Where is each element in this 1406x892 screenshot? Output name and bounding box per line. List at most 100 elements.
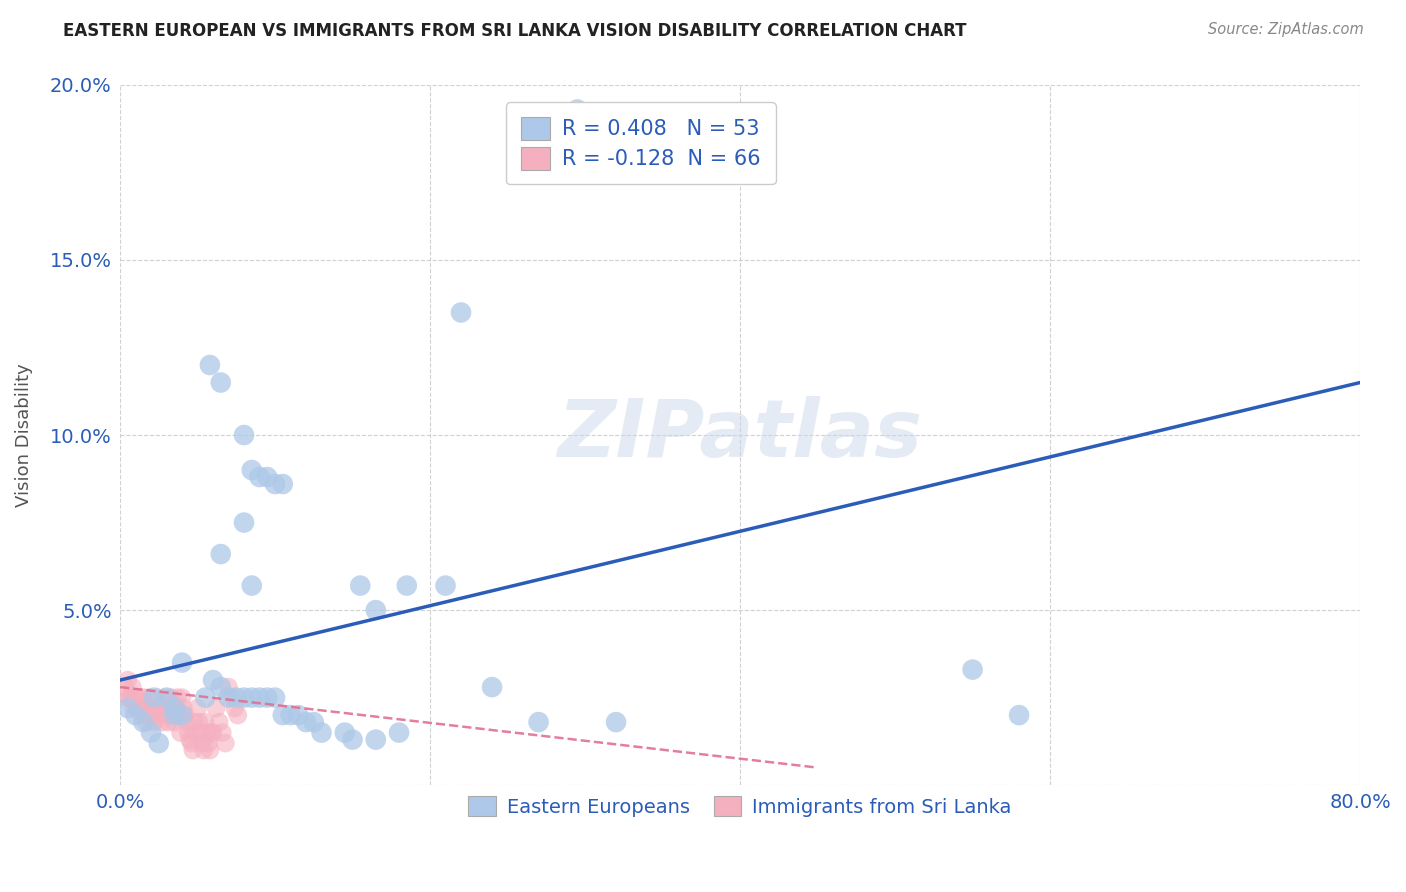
Point — [364, 732, 387, 747]
Point — [149, 708, 172, 723]
Point — [249, 690, 271, 705]
Point — [198, 743, 221, 757]
Point — [198, 358, 221, 372]
Point — [450, 305, 472, 319]
Point — [221, 690, 243, 705]
Point — [527, 715, 550, 730]
Point — [162, 708, 184, 723]
Point — [209, 680, 232, 694]
Point — [218, 680, 240, 694]
Point — [152, 701, 174, 715]
Point — [287, 708, 309, 723]
Point — [211, 725, 233, 739]
Point — [120, 690, 142, 705]
Point — [155, 708, 177, 723]
Text: EASTERN EUROPEAN VS IMMIGRANTS FROM SRI LANKA VISION DISABILITY CORRELATION CHAR: EASTERN EUROPEAN VS IMMIGRANTS FROM SRI … — [63, 22, 967, 40]
Point — [139, 701, 162, 715]
Point — [240, 690, 263, 705]
Point — [181, 743, 204, 757]
Point — [166, 690, 188, 705]
Point — [117, 701, 139, 715]
Point — [139, 725, 162, 739]
Point — [117, 673, 139, 687]
Point — [295, 715, 318, 730]
Point — [256, 470, 278, 484]
Point — [184, 725, 207, 739]
Point — [605, 715, 627, 730]
Point — [1008, 708, 1031, 723]
Point — [481, 680, 503, 694]
Point — [170, 708, 193, 723]
Point — [148, 701, 170, 715]
Point — [225, 690, 247, 705]
Point — [226, 708, 249, 723]
Point — [170, 690, 193, 705]
Point — [177, 725, 200, 739]
Point — [209, 376, 232, 390]
Point — [135, 715, 157, 730]
Point — [233, 690, 256, 705]
Point — [342, 732, 364, 747]
Point — [115, 690, 138, 705]
Point — [134, 708, 156, 723]
Point — [176, 715, 198, 730]
Point — [190, 725, 212, 739]
Point — [197, 736, 219, 750]
Point — [434, 578, 457, 592]
Point — [191, 736, 214, 750]
Point — [125, 701, 148, 715]
Point — [194, 715, 217, 730]
Point — [302, 715, 325, 730]
Point — [205, 701, 228, 715]
Point — [349, 578, 371, 592]
Point — [124, 708, 146, 723]
Point — [114, 680, 136, 694]
Point — [280, 708, 302, 723]
Point — [186, 701, 208, 715]
Legend: Eastern Europeans, Immigrants from Sri Lanka: Eastern Europeans, Immigrants from Sri L… — [461, 789, 1019, 824]
Point — [364, 603, 387, 617]
Point — [233, 428, 256, 442]
Point — [567, 103, 589, 117]
Point — [264, 477, 287, 491]
Point — [233, 516, 256, 530]
Point — [163, 715, 186, 730]
Point — [193, 743, 215, 757]
Point — [202, 673, 225, 687]
Point — [131, 708, 153, 723]
Point — [224, 701, 246, 715]
Point — [150, 715, 173, 730]
Point — [271, 477, 294, 491]
Point — [145, 701, 167, 715]
Point — [138, 690, 160, 705]
Point — [202, 725, 225, 739]
Point — [124, 690, 146, 705]
Point — [155, 690, 177, 705]
Point — [180, 736, 202, 750]
Point — [169, 725, 191, 739]
Point — [271, 708, 294, 723]
Point — [249, 470, 271, 484]
Point — [395, 578, 418, 592]
Point — [388, 725, 411, 739]
Point — [165, 701, 187, 715]
Point — [143, 690, 166, 705]
Point — [132, 690, 155, 705]
Point — [214, 736, 236, 750]
Point — [159, 701, 181, 715]
Point — [188, 715, 211, 730]
Point — [160, 690, 183, 705]
Point — [167, 708, 190, 723]
Point — [200, 725, 222, 739]
Point — [170, 656, 193, 670]
Point — [240, 578, 263, 592]
Point — [208, 715, 231, 730]
Point — [163, 708, 186, 723]
Point — [264, 690, 287, 705]
Point — [146, 690, 169, 705]
Point — [962, 663, 984, 677]
Point — [128, 690, 150, 705]
Point — [333, 725, 356, 739]
Point — [194, 690, 217, 705]
Point — [136, 701, 159, 715]
